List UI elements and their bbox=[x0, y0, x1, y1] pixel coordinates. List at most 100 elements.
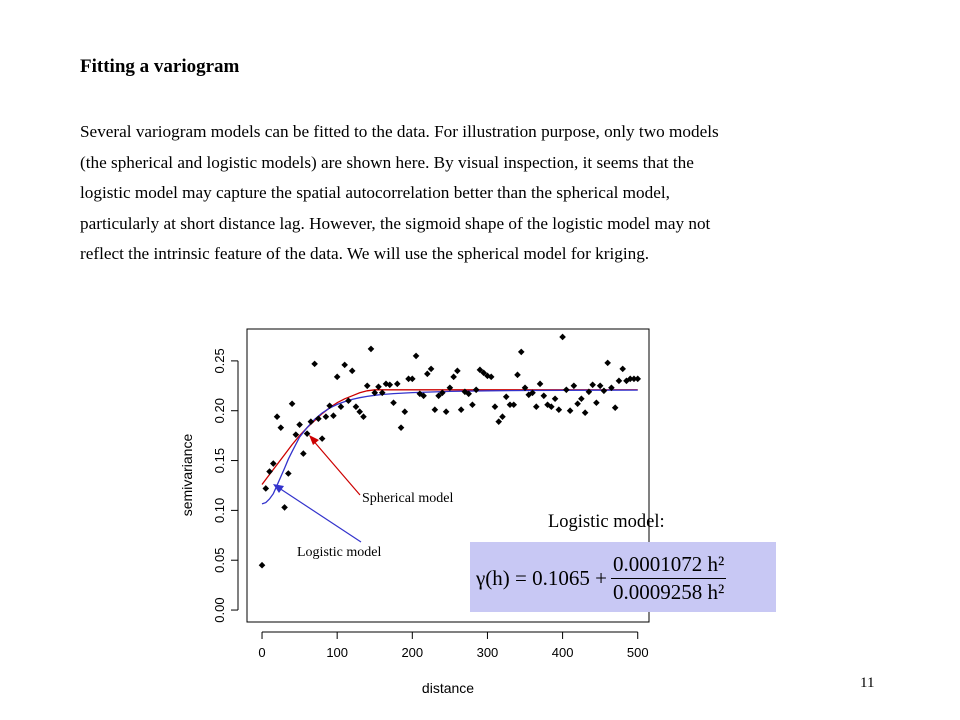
data-point bbox=[457, 406, 465, 414]
data-point bbox=[469, 401, 476, 409]
data-point bbox=[532, 403, 540, 411]
y-axis: 0.00 0.05 0.10 0.15 0.20 0.25 bbox=[212, 348, 239, 623]
data-point bbox=[258, 561, 266, 569]
data-point bbox=[292, 431, 300, 438]
data-point bbox=[536, 380, 544, 388]
data-point bbox=[435, 392, 442, 400]
data-point bbox=[273, 413, 281, 421]
data-point bbox=[277, 424, 285, 431]
data-point bbox=[442, 408, 450, 416]
data-point bbox=[581, 409, 589, 417]
x-tick-label: 0 bbox=[258, 645, 265, 660]
data-point bbox=[446, 384, 454, 392]
data-point bbox=[288, 400, 296, 408]
data-point bbox=[495, 418, 503, 425]
x-tick-label: 300 bbox=[477, 645, 499, 660]
data-point bbox=[604, 359, 611, 367]
logistic-formula-box: γ(h) = 0.1065 + 0.0001072 h² 0.0009258 h… bbox=[470, 542, 776, 612]
data-point bbox=[382, 380, 390, 388]
paragraph-line: particularly at short distance lag. Howe… bbox=[80, 213, 711, 233]
data-point bbox=[551, 395, 559, 403]
data-point bbox=[596, 382, 604, 390]
data-point bbox=[397, 424, 405, 431]
y-tick-label: 0.15 bbox=[212, 448, 227, 473]
data-point bbox=[371, 389, 379, 397]
spherical-model-curve bbox=[261, 389, 638, 485]
y-tick-label: 0.10 bbox=[212, 498, 227, 523]
spherical-arrow-line bbox=[310, 437, 361, 496]
data-point bbox=[281, 504, 288, 511]
data-point bbox=[303, 430, 311, 437]
data-point bbox=[393, 380, 401, 388]
data-point bbox=[578, 395, 585, 403]
data-point bbox=[409, 375, 416, 383]
data-point bbox=[311, 360, 318, 368]
data-point bbox=[367, 345, 375, 353]
data-point bbox=[439, 389, 446, 397]
data-point bbox=[461, 388, 469, 396]
data-point bbox=[529, 389, 536, 397]
data-point bbox=[427, 365, 435, 373]
data-point bbox=[574, 400, 581, 408]
data-point bbox=[480, 369, 487, 377]
data-point bbox=[322, 413, 330, 421]
logistic-arrow-head bbox=[273, 484, 284, 493]
data-point bbox=[548, 403, 555, 411]
y-tick-label: 0.25 bbox=[212, 348, 227, 373]
data-point bbox=[566, 407, 574, 415]
data-point bbox=[326, 402, 333, 410]
spherical-arrow-head bbox=[309, 435, 319, 445]
data-point bbox=[386, 381, 394, 389]
data-point bbox=[348, 367, 356, 375]
paragraph-line: reflect the intrinsic feature of the dat… bbox=[80, 244, 650, 263]
data-point bbox=[506, 401, 514, 409]
paragraph-line: (the spherical and logistic models) are … bbox=[80, 152, 694, 172]
data-points bbox=[258, 333, 642, 569]
slide-title: Fitting a variogram bbox=[80, 56, 240, 77]
logistic-arrow-line bbox=[275, 485, 362, 543]
data-point bbox=[450, 373, 457, 381]
data-point bbox=[476, 366, 484, 374]
y-axis-label: semivariance bbox=[179, 434, 195, 517]
data-point bbox=[491, 403, 499, 411]
x-tick-label: 100 bbox=[326, 645, 348, 660]
data-point bbox=[608, 384, 615, 392]
data-point bbox=[420, 392, 427, 400]
formula-numerator: 0.0001072 h² bbox=[610, 552, 727, 579]
paragraph-line: logistic model may capture the spatial a… bbox=[80, 183, 670, 202]
paragraph-line: Several variogram models can be fitted t… bbox=[80, 122, 719, 141]
plot-frame bbox=[246, 328, 650, 623]
formula-lhs: γ(h) = 0.1065 + bbox=[476, 565, 607, 590]
data-point bbox=[570, 382, 578, 390]
data-point bbox=[296, 421, 303, 428]
y-tick-label: 0.20 bbox=[212, 398, 227, 423]
data-point bbox=[559, 333, 566, 341]
data-point bbox=[517, 348, 525, 356]
y-tick-label: 0.05 bbox=[212, 548, 227, 573]
data-point bbox=[307, 418, 315, 425]
description-paragraph: Several variogram models can be fitted t… bbox=[80, 117, 880, 270]
data-point bbox=[266, 468, 273, 475]
data-point bbox=[454, 367, 461, 375]
x-tick-label: 500 bbox=[627, 645, 649, 660]
data-point bbox=[630, 375, 638, 383]
data-point bbox=[634, 375, 642, 383]
data-point bbox=[465, 390, 472, 398]
data-point bbox=[626, 375, 634, 383]
data-point bbox=[262, 485, 270, 492]
data-point bbox=[315, 415, 322, 422]
data-point bbox=[390, 399, 397, 407]
data-point bbox=[499, 413, 506, 421]
data-point bbox=[589, 381, 596, 389]
data-point bbox=[510, 401, 518, 409]
formula-fraction: 0.0001072 h² 0.0009258 h² bbox=[610, 552, 727, 605]
data-point bbox=[360, 413, 367, 421]
data-point bbox=[285, 470, 292, 477]
x-tick-label: 400 bbox=[552, 645, 574, 660]
y-tick-label: 0.00 bbox=[212, 597, 227, 622]
data-point bbox=[318, 435, 326, 442]
data-point bbox=[412, 352, 420, 360]
logistic-formula: γ(h) = 0.1065 + 0.0001072 h² 0.0009258 h… bbox=[476, 550, 727, 606]
data-point bbox=[424, 370, 431, 378]
